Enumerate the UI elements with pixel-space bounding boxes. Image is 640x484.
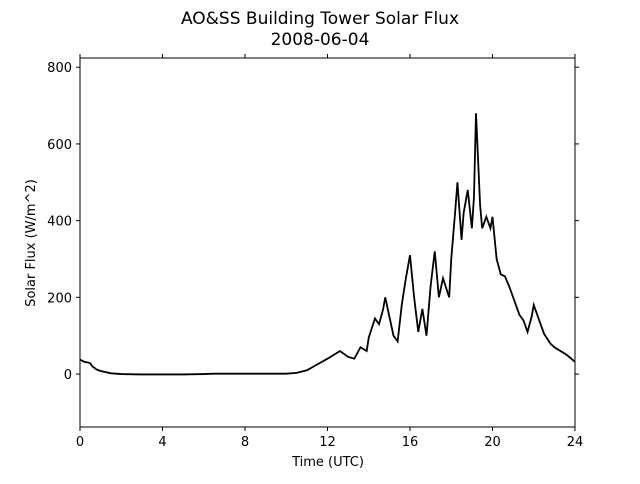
x-tick-label: 0	[76, 435, 84, 450]
data-line	[79, 113, 576, 376]
chart-title: AO&SS Building Tower Solar Flux	[181, 9, 459, 29]
chart-subtitle: 2008-06-04	[271, 30, 370, 50]
plot-frame	[79, 57, 576, 428]
y-tick-label: 600	[47, 138, 72, 153]
y-tick-label: 200	[47, 291, 72, 306]
x-tick-label: 20	[484, 435, 501, 450]
x-tick-label: 16	[402, 435, 419, 450]
x-tick-label: 8	[241, 435, 249, 450]
x-axis-label: Time (UTC)	[291, 455, 364, 470]
x-tick-label: 4	[158, 435, 166, 450]
y-tick-label: 0	[64, 368, 72, 383]
y-axis-label: Solar Flux (W/m^2)	[24, 179, 39, 307]
y-tick-label: 800	[47, 61, 72, 76]
y-tick-label: 400	[47, 215, 72, 230]
x-tick-label: 24	[567, 435, 584, 450]
x-tick-label: 12	[319, 435, 336, 450]
